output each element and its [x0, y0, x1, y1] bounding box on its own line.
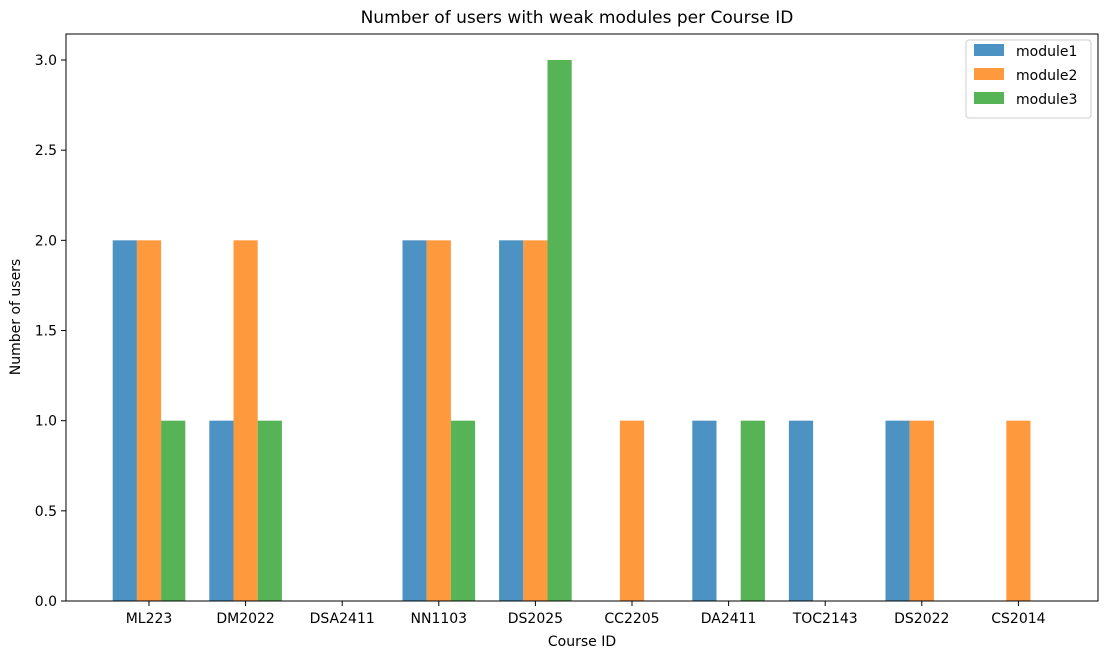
legend-label-module1: module1	[1016, 44, 1077, 60]
bar-module2-nn1103	[426, 240, 451, 601]
bar-module2-cs2014	[1006, 420, 1031, 601]
y-tick-label: 1.5	[35, 324, 57, 340]
x-tick-label-da2411: DA2411	[701, 611, 757, 627]
bar-module3-ml223	[161, 420, 186, 601]
y-tick-label: 2.0	[35, 233, 57, 249]
legend-swatch-module2	[974, 68, 1004, 80]
x-tick-label-cs2014: CS2014	[991, 611, 1045, 627]
x-tick-label-dm2022: DM2022	[216, 611, 275, 627]
bar-module3-nn1103	[450, 420, 476, 601]
y-axis-label: Number of users	[8, 259, 24, 375]
x-tick-label-nn1103: NN1103	[411, 611, 468, 627]
y-axis: 0.0 0.5 1.0 1.5 2.0 2.5 3.0	[35, 53, 66, 610]
y-tick-label: 1.0	[35, 414, 57, 430]
legend-swatch-module3	[974, 92, 1004, 104]
bar-module2-ds2025	[523, 240, 548, 601]
legend-swatch-module1	[974, 44, 1004, 56]
bar-module2-cc2205	[619, 420, 645, 601]
x-axis-label: Course ID	[548, 634, 616, 650]
legend-label-module3: module3	[1016, 92, 1077, 108]
x-tick-label-toc2143: TOC2143	[792, 611, 858, 627]
y-tick-label: 3.0	[35, 53, 57, 69]
plot-frame	[65, 33, 1099, 602]
legend-label-module2: module2	[1016, 68, 1077, 84]
x-tick-label-ml223: ML223	[126, 611, 173, 627]
bar-module1-ds2025	[499, 240, 524, 601]
bar-module1-nn1103	[402, 240, 427, 601]
bar-module1-toc2143	[788, 420, 814, 601]
chart-title: Number of users with weak modules per Co…	[361, 8, 794, 28]
y-tick-label: 0.5	[35, 504, 57, 520]
y-tick-label: 2.5	[35, 143, 57, 159]
bar-module1-ds2022	[885, 420, 910, 601]
bar-module3-dm2022	[257, 420, 282, 601]
x-tick-label-ds2025: DS2025	[508, 611, 563, 627]
bar-module2-ds2022	[909, 420, 934, 601]
x-tick-label-dsa2411: DSA2411	[310, 611, 375, 627]
bar-module2-dm2022	[233, 240, 258, 601]
bar-module1-da2411	[692, 420, 717, 601]
bar-module3-ds2025	[547, 60, 572, 601]
bar-module2-ml223	[136, 240, 162, 601]
x-tick-label-cc2205: CC2205	[604, 611, 659, 627]
bar-module1-dm2022	[209, 420, 234, 601]
legend: module1 module2 module3	[965, 39, 1092, 119]
bar-module3-da2411	[740, 420, 765, 601]
x-axis: ML223 DM2022 DSA2411 NN1103 DS2025 CC2205 DA24…	[126, 601, 1046, 627]
x-tick-label-ds2022: DS2022	[894, 611, 949, 627]
y-tick-label: 0.0	[35, 594, 57, 610]
bars-group	[112, 60, 1031, 601]
bar-module1-ml223	[112, 240, 137, 601]
